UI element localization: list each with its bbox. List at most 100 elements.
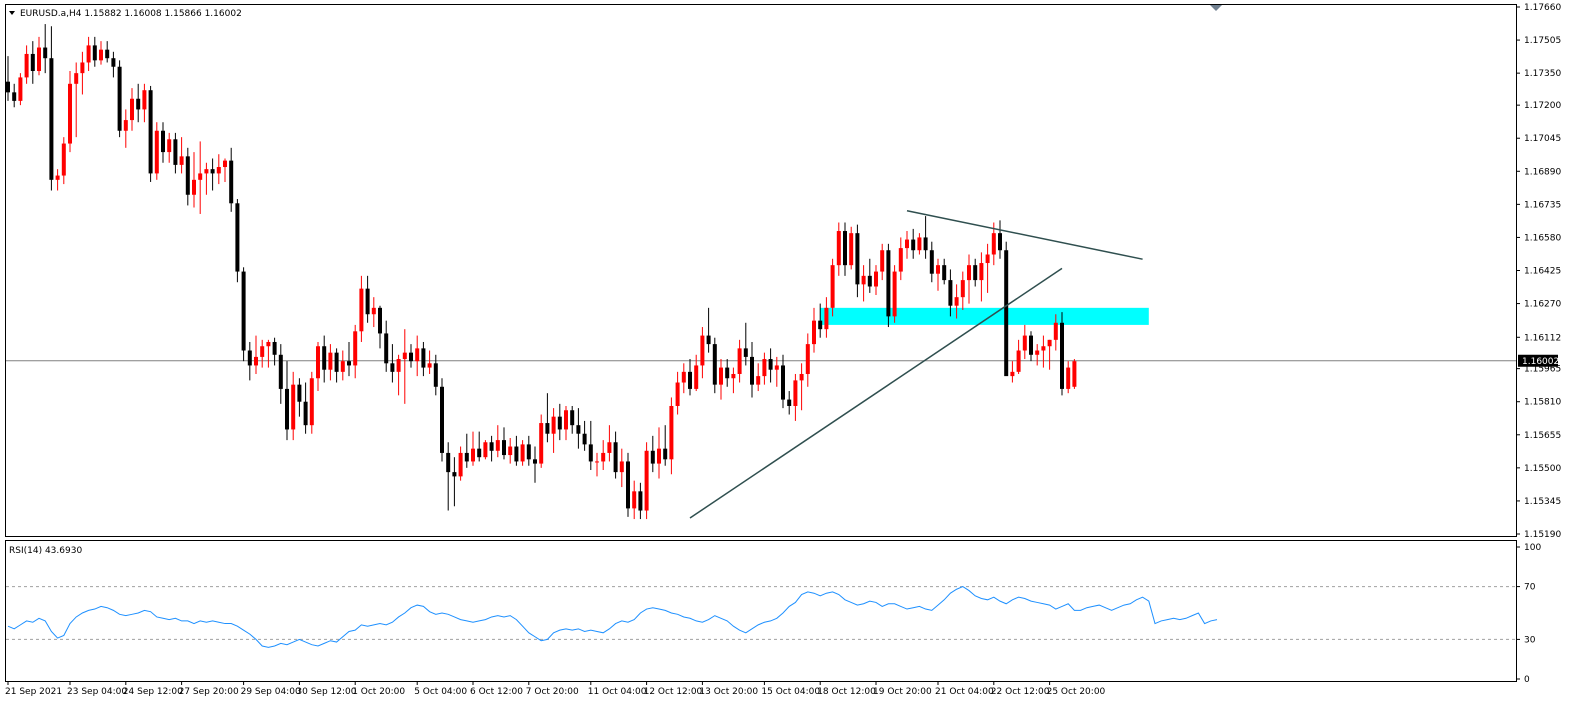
candle [1029, 331, 1033, 362]
candle [998, 220, 1002, 259]
candle-body [929, 250, 934, 274]
candle [737, 339, 742, 383]
candle-body [650, 450, 655, 464]
candle [216, 154, 221, 185]
candle-body [309, 378, 314, 426]
candle [192, 152, 196, 208]
candle-body [1060, 322, 1064, 389]
candle [855, 224, 860, 298]
candle [768, 348, 773, 383]
candle [756, 363, 761, 392]
candle [942, 258, 947, 285]
price-axis-label: 1.15810 [1524, 398, 1561, 408]
candle-body [688, 371, 692, 389]
candle [731, 367, 736, 394]
candle [898, 237, 903, 281]
candle [570, 405, 575, 434]
chart-shift-marker[interactable] [1210, 5, 1222, 11]
candle [967, 254, 971, 304]
candle [440, 378, 444, 462]
candle [843, 222, 847, 276]
candle [173, 132, 178, 174]
candle-body [762, 359, 767, 377]
time-axis-label: 12 Oct 12:00 [644, 687, 703, 697]
candle-body [297, 384, 302, 402]
candle-body [6, 81, 10, 93]
candle-body [1022, 335, 1027, 351]
time-axis-label: 29 Sep 04:00 [241, 687, 301, 697]
candle-body [185, 156, 190, 195]
candle [161, 122, 165, 163]
candle [452, 457, 457, 507]
candle [601, 440, 606, 470]
candle [359, 275, 364, 342]
candle-body [167, 139, 172, 153]
rsi-axis-label: 100 [1524, 543, 1541, 553]
candle-body [347, 361, 351, 366]
time-axis-label: 19 Oct 20:00 [873, 687, 932, 697]
candle-body [774, 365, 779, 370]
price-axis-label: 1.16735 [1524, 200, 1561, 210]
dropdown-triangle-icon[interactable] [9, 11, 15, 15]
candle [477, 431, 482, 462]
candle [582, 420, 587, 451]
candle [6, 56, 10, 101]
candle-body [272, 341, 277, 355]
candle-body [216, 167, 221, 174]
candle [836, 222, 841, 276]
candle [1016, 339, 1021, 374]
candle [954, 284, 959, 319]
trendline[interactable] [689, 267, 1063, 519]
candle [948, 269, 953, 317]
candle [266, 339, 271, 368]
candle-body [433, 363, 438, 387]
candle-body [712, 344, 717, 385]
trendline[interactable] [906, 210, 1143, 260]
candle [936, 258, 940, 291]
symbol-header: EURUSD.a,H4 1.15882 1.16008 1.15866 1.16… [20, 9, 242, 19]
support-zone-rect[interactable] [820, 307, 1149, 325]
candle-body [508, 446, 513, 456]
candle-body [161, 130, 165, 153]
time-axis-label: 24 Sep 12:00 [123, 687, 183, 697]
candle-body [123, 120, 128, 131]
time-axis-label: 15 Oct 04:00 [761, 687, 820, 697]
candle-body [669, 405, 674, 460]
candle [278, 344, 283, 404]
time-axis-label: 21 Oct 04:00 [935, 687, 994, 697]
candle-body [148, 90, 153, 174]
candle [979, 252, 984, 302]
candle-body [105, 49, 110, 59]
candle [886, 243, 891, 328]
candle [638, 482, 643, 520]
candle [43, 24, 48, 74]
candle-body [861, 275, 866, 285]
candle-body [440, 386, 444, 453]
candle [241, 267, 246, 362]
time-axis-label: 5 Oct 04:00 [414, 687, 467, 697]
candle-body [843, 231, 847, 266]
candle-body [973, 265, 978, 281]
candle [471, 431, 475, 466]
candle-body [223, 160, 227, 168]
candle [365, 275, 370, 323]
candle-body [657, 448, 661, 464]
candle-body [278, 354, 283, 389]
candle [179, 137, 184, 174]
time-axis-label: 7 Oct 20:00 [526, 687, 579, 697]
candle [669, 397, 674, 475]
candle [644, 442, 649, 520]
candle-body [260, 346, 265, 357]
candle-body [142, 90, 147, 110]
price-axis-label: 1.16580 [1524, 233, 1561, 243]
candle-body [111, 58, 116, 67]
candle-body [334, 352, 339, 372]
candle-body [378, 307, 382, 334]
candle-body [948, 280, 953, 306]
candle-body [812, 320, 816, 345]
candle-body [365, 288, 370, 315]
candle [607, 425, 612, 462]
candle-body [43, 47, 48, 59]
candle-body [936, 265, 940, 274]
candle [663, 425, 668, 466]
